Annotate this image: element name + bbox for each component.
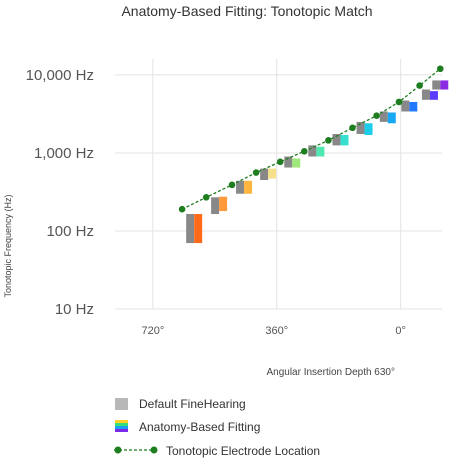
electrode-point: [202, 194, 210, 201]
legend: Default FineHearing Anatomy-Based Fittin…: [114, 397, 320, 458]
x-tick-label: 360°: [265, 325, 288, 337]
y-axis-label: Tonotopic Frequency (Hz): [3, 194, 13, 297]
electrode-point: [301, 147, 308, 155]
legend-swatch-abf-band: [115, 429, 128, 432]
abf-bar: [409, 101, 418, 112]
abf-bar: [429, 91, 438, 100]
abf-bar: [440, 80, 449, 90]
x-tick-labels: 720° 360° 0°: [141, 325, 405, 337]
electrode-point: [436, 65, 444, 73]
y-tick-label: 100 Hz: [46, 223, 94, 240]
electrode-line: [181, 68, 441, 210]
abf-bar: [244, 180, 253, 194]
abf-bar: [364, 123, 373, 135]
y-tick-label: 10 Hz: [55, 301, 94, 318]
y-tick-label: 10,000 Hz: [26, 67, 94, 84]
default-bar: [260, 168, 269, 181]
legend-swatch-abf: [115, 420, 128, 432]
abf-bar: [219, 196, 228, 212]
anatomy-based-fitting-bars: [194, 80, 449, 244]
default-bar: [332, 133, 341, 146]
default-bar: [308, 145, 317, 157]
default-bar: [379, 111, 388, 122]
chart-title: Anatomy-Based Fitting: Tonotopic Match: [121, 3, 372, 19]
legend-swatch-default: [115, 398, 128, 410]
abf-bar: [316, 146, 325, 157]
default-bar: [211, 197, 220, 215]
default-bar: [236, 180, 245, 194]
legend-swatch-abf-band: [115, 426, 128, 429]
electrode-point: [276, 158, 284, 166]
legend-label-electrode: Tonotopic Electrode Location: [166, 444, 320, 458]
electrode-point: [349, 124, 356, 132]
legend-label-default: Default FineHearing: [139, 397, 246, 411]
gridlines: [115, 59, 442, 310]
legend-swatch-abf-band: [115, 420, 128, 423]
default-bar: [356, 121, 365, 134]
y-tick-labels: 10 Hz 100 Hz 1,000 Hz 10,000 Hz: [26, 67, 94, 318]
electrode-location-series: [178, 65, 444, 213]
default-bar: [432, 80, 441, 90]
electrode-point: [325, 137, 332, 144]
abf-bar: [340, 134, 349, 146]
x-tick-label: 0°: [395, 325, 406, 337]
default-bar: [186, 214, 195, 244]
legend-electrode-dot: [150, 446, 158, 454]
y-tick-label: 1,000 Hz: [34, 145, 94, 162]
electrode-point: [416, 82, 423, 89]
electrode-point: [228, 181, 236, 189]
x-axis-label: Angular Insertion Depth 630°: [266, 367, 395, 378]
abf-bar: [292, 158, 301, 168]
x-tick-label: 720°: [141, 325, 164, 337]
electrode-point: [252, 169, 260, 176]
abf-bar: [268, 168, 277, 179]
electrode-point: [395, 98, 403, 106]
legend-electrode-dot: [114, 446, 122, 454]
abf-bar: [387, 112, 396, 124]
default-bar: [401, 100, 410, 112]
legend-swatch-abf-band: [115, 423, 128, 426]
default-bar: [284, 156, 293, 168]
default-finehearing-bars: [186, 80, 441, 244]
default-bar: [421, 89, 430, 100]
legend-label-abf: Anatomy-Based Fitting: [139, 420, 260, 434]
electrode-point: [373, 112, 380, 120]
electrode-point: [178, 205, 186, 213]
abf-bar: [194, 214, 203, 244]
legend-swatch-electrode: [114, 446, 158, 454]
